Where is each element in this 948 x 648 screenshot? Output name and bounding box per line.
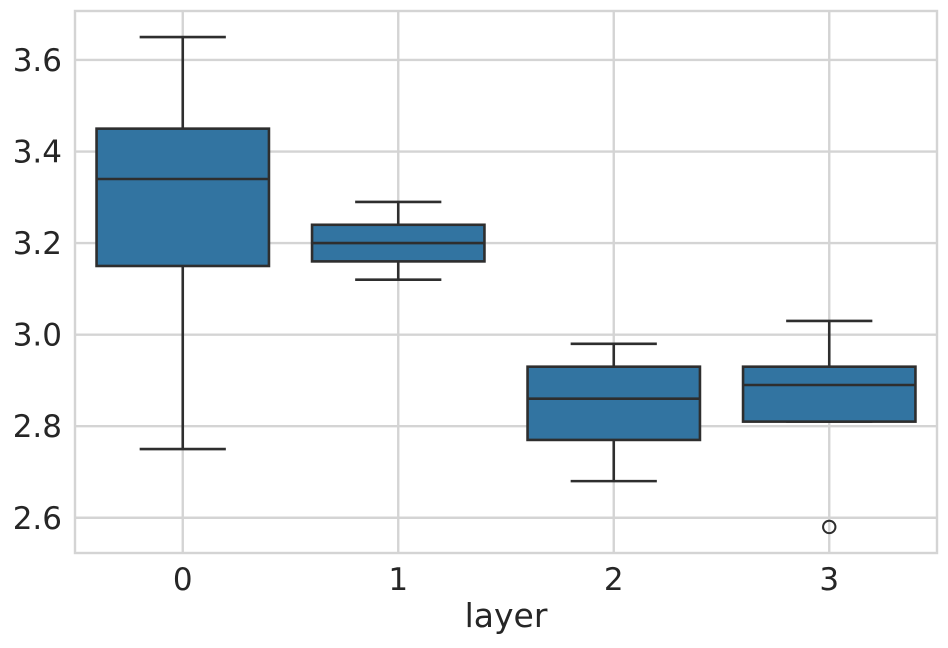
grid-layer <box>75 11 937 553</box>
x-tick-label: 1 <box>388 562 408 598</box>
plot-border <box>73 9 939 555</box>
box-rect <box>741 365 917 423</box>
box-rect <box>526 365 702 442</box>
x-tick-label: 3 <box>819 562 839 598</box>
y-tick-label: 3.0 <box>13 318 62 354</box>
x-tick-label: 2 <box>604 562 624 598</box>
box-layer <box>95 35 917 535</box>
y-tick-label: 3.4 <box>13 135 62 171</box>
x-axis-title: layer <box>465 596 548 635</box>
tick-layer: 2.6 2.8 3.0 3.2 3.4 3.6 0 1 2 3 <box>13 43 839 598</box>
box-group <box>741 319 917 535</box>
box-group <box>95 35 271 451</box>
y-tick-label: 3.6 <box>13 43 62 79</box>
x-tick-label: 0 <box>173 562 193 598</box>
box-group <box>310 200 486 282</box>
y-tick-label: 3.2 <box>13 226 62 262</box>
box-group <box>526 342 702 483</box>
y-tick-label: 2.6 <box>13 501 62 537</box>
outlier-point <box>822 519 837 535</box>
box-rect <box>95 127 271 268</box>
y-tick-label: 2.8 <box>13 409 62 445</box>
